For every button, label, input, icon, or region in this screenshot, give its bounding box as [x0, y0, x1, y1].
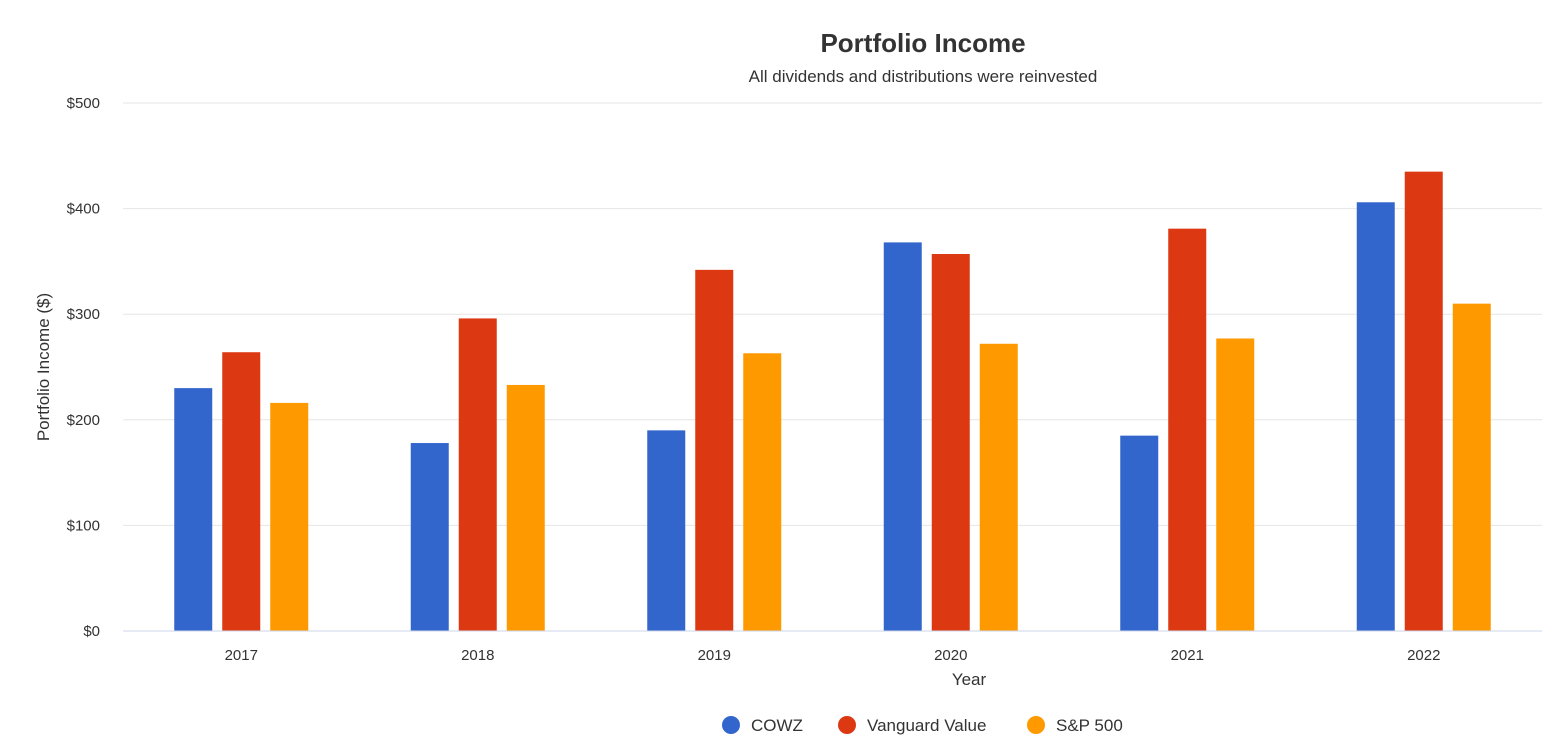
bar-cowz-2020[interactable] — [883, 242, 922, 631]
y-axis-title: Portfolio Income ($) — [34, 293, 53, 441]
bar-vanguard-value-2020[interactable] — [931, 254, 970, 631]
legend-item-cowz[interactable]: COWZ — [722, 716, 803, 735]
bar-vanguard-value-2017[interactable] — [222, 352, 261, 631]
bar-s-p-500-2019[interactable] — [743, 353, 782, 631]
legend-label: Vanguard Value — [867, 716, 986, 735]
y-tick-label: $500 — [67, 95, 100, 112]
bar-s-p-500-2018[interactable] — [506, 384, 545, 631]
x-tick-label: 2019 — [698, 647, 731, 664]
legend-marker — [1027, 716, 1045, 734]
x-tick-label: 2018 — [461, 647, 494, 664]
bar-vanguard-value-2019[interactable] — [695, 269, 734, 631]
bar-cowz-2021[interactable] — [1120, 435, 1159, 631]
bar-s-p-500-2020[interactable] — [979, 343, 1018, 631]
chart-title: Portfolio Income — [820, 28, 1025, 58]
x-axis-title: Year — [952, 670, 987, 689]
y-tick-label: $300 — [67, 306, 100, 323]
legend-marker — [722, 716, 740, 734]
bars — [174, 171, 1491, 632]
legend-label: S&P 500 — [1056, 716, 1123, 735]
bar-vanguard-value-2022[interactable] — [1404, 171, 1443, 631]
gridlines — [123, 102, 1542, 526]
bar-s-p-500-2022[interactable] — [1452, 303, 1491, 631]
bar-vanguard-value-2021[interactable] — [1168, 228, 1207, 631]
chart-subtitle: All dividends and distributions were rei… — [749, 67, 1098, 86]
bar-cowz-2019[interactable] — [647, 430, 686, 631]
legend-item-vanguard-value[interactable]: Vanguard Value — [838, 716, 986, 735]
bar-cowz-2018[interactable] — [410, 443, 449, 631]
x-tick-label: 2021 — [1171, 647, 1204, 664]
bar-s-p-500-2021[interactable] — [1216, 338, 1255, 631]
x-axis-ticks: 2017 2018 2019 2020 2021 2022 — [225, 647, 1441, 664]
y-axis-ticks: $0 $100 $200 $300 $400 $500 — [67, 95, 100, 640]
bar-vanguard-value-2018[interactable] — [458, 318, 497, 631]
x-tick-label: 2022 — [1407, 647, 1440, 664]
legend-marker — [838, 716, 856, 734]
bar-cowz-2017[interactable] — [174, 388, 213, 631]
legend-item-s-p-500[interactable]: S&P 500 — [1027, 716, 1123, 735]
x-tick-label: 2017 — [225, 647, 258, 664]
y-tick-label: $200 — [67, 412, 100, 429]
bar-s-p-500-2017[interactable] — [270, 402, 309, 631]
y-tick-label: $100 — [67, 517, 100, 534]
x-tick-label: 2020 — [934, 647, 967, 664]
y-tick-label: $400 — [67, 201, 100, 218]
bar-cowz-2022[interactable] — [1356, 202, 1395, 632]
legend: COWZ Vanguard Value S&P 500 — [722, 716, 1123, 735]
legend-label: COWZ — [751, 716, 803, 735]
y-tick-label: $0 — [83, 623, 100, 640]
